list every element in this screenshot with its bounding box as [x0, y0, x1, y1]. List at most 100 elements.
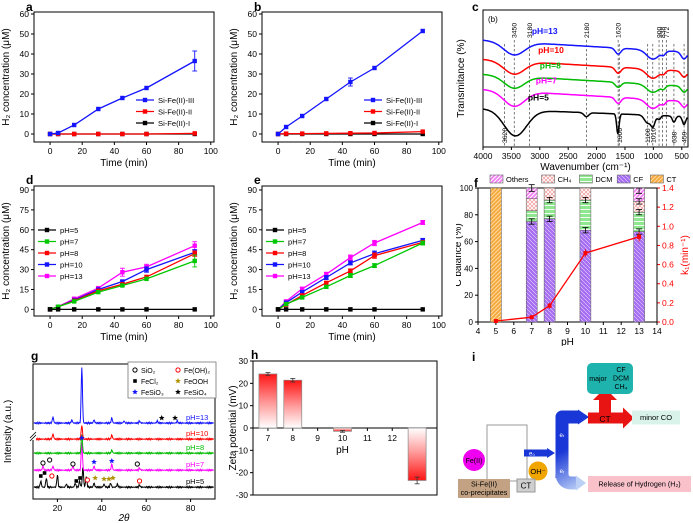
panel-i: i Si-Fe(II) co-precipitates Fe(II) e₀ OH⁻ CT e… [456, 346, 693, 523]
svg-text:60: 60 [142, 320, 152, 330]
legend-label: FeSiO₄ [184, 390, 207, 397]
svg-text:0: 0 [469, 318, 474, 327]
data-point [299, 289, 305, 295]
oh-circle [528, 461, 548, 481]
major-products-box [587, 363, 633, 394]
data-point [283, 124, 289, 130]
band-label: 900 [657, 26, 664, 38]
series-label: pH=5 [528, 92, 549, 102]
panel-letter-e: e [254, 173, 261, 187]
legend-label: pH=13 [288, 272, 311, 281]
y-axis-left-label: C balance (%) [456, 223, 464, 286]
svg-text:80: 80 [402, 146, 412, 156]
legend-label: Si-Fe(II)-III [158, 96, 194, 105]
data-point [144, 131, 149, 137]
pattern-pH=8 [33, 434, 214, 456]
y-axis-label: H₂ concentration (μM) [229, 202, 240, 299]
data-point [348, 255, 353, 260]
x-axis-label: pH [561, 337, 574, 346]
svg-text:30: 30 [20, 69, 30, 79]
svg-text:0: 0 [24, 304, 29, 314]
svg-text:8: 8 [290, 433, 295, 443]
spectrum-pH=5 [482, 108, 689, 137]
svg-text:75: 75 [248, 205, 258, 215]
legend-label: DCM [595, 175, 612, 184]
data-point [420, 307, 425, 312]
panel-letter-d: d [26, 173, 34, 187]
data-point [324, 307, 329, 312]
marker-star [175, 378, 181, 384]
svg-text:1000: 1000 [644, 151, 663, 161]
svg-text:60: 60 [464, 238, 473, 247]
ct-arrow-right [588, 412, 623, 424]
svg-text:2000: 2000 [587, 151, 606, 161]
data-point [192, 58, 197, 64]
k1-line [495, 236, 640, 322]
svg-text:0: 0 [276, 146, 281, 156]
y-axis-label: Zeta potential (mV) [228, 385, 239, 470]
svg-text:1.4: 1.4 [662, 183, 674, 193]
svg-text:15: 15 [248, 284, 258, 294]
pattern-pH=7 [33, 442, 214, 473]
legend-label: Si-Fe(II)-II [158, 107, 192, 116]
svg-text:50: 50 [20, 29, 30, 39]
data-point [324, 272, 329, 277]
data-point [71, 131, 77, 137]
spectrum-pH=10 [483, 58, 688, 80]
svg-text:20: 20 [239, 378, 249, 388]
svg-text:75: 75 [20, 205, 30, 215]
data-point [192, 131, 197, 136]
data-point [144, 307, 149, 312]
series-label: pH=10 [186, 429, 208, 438]
svg-text:15: 15 [20, 284, 30, 294]
x-axis-label: Wavenumber (cm⁻¹) [540, 162, 630, 172]
data-point [372, 130, 377, 136]
data-point [348, 307, 353, 312]
legend-label: CT [666, 175, 676, 184]
series-label: pH=13 [532, 26, 558, 36]
minor-co-box [632, 410, 680, 425]
svg-text:45: 45 [248, 245, 258, 255]
data-point [71, 122, 77, 128]
y-axis-label: H₂ concentration (μM) [1, 202, 12, 299]
data-point [71, 299, 77, 304]
marker-star [101, 476, 107, 482]
panel-letter-f: f [474, 176, 478, 190]
svg-text:9: 9 [565, 326, 570, 336]
svg-text:-20: -20 [236, 468, 249, 478]
axes-frame [477, 187, 658, 323]
marker-star [106, 476, 112, 482]
marker-star [108, 458, 115, 464]
panel-letter-a: a [26, 0, 33, 14]
panel-letter-h: h [251, 348, 259, 362]
svg-text:40: 40 [338, 320, 348, 330]
axes-frame [33, 185, 215, 317]
svg-text:11: 11 [599, 326, 608, 336]
fe-circle [463, 449, 485, 471]
precipitate-line2: co-precipitates [461, 488, 508, 497]
legend-label: pH=7 [288, 237, 306, 246]
svg-text:0: 0 [48, 320, 53, 330]
svg-text:20: 20 [77, 146, 87, 156]
legend-label: CF [633, 175, 643, 184]
svg-text:20: 20 [464, 291, 473, 300]
data-point [192, 307, 197, 312]
data-point [96, 289, 101, 295]
marker-star [172, 415, 178, 421]
series-label: pH=10 [538, 45, 564, 55]
x-axis-label: Time (min) [328, 158, 375, 169]
precipitate-line1: Si-Fe(II) [471, 480, 497, 489]
bar-segment-CF [525, 221, 538, 323]
bar-segment-CF [633, 231, 645, 323]
svg-text:60: 60 [370, 320, 380, 330]
data-point [120, 95, 125, 101]
panel-letter-g: g [31, 349, 39, 363]
series-label: pH=7 [536, 75, 557, 85]
svg-text:40: 40 [338, 146, 348, 156]
legend-label: Si-Fe(II)-I [158, 119, 190, 128]
marker-square [42, 471, 47, 475]
data-point [47, 307, 53, 312]
series-label: pH=13 [186, 413, 208, 422]
y-axis-label: Transmitance (%) [456, 39, 467, 118]
svg-text:30: 30 [248, 265, 258, 275]
